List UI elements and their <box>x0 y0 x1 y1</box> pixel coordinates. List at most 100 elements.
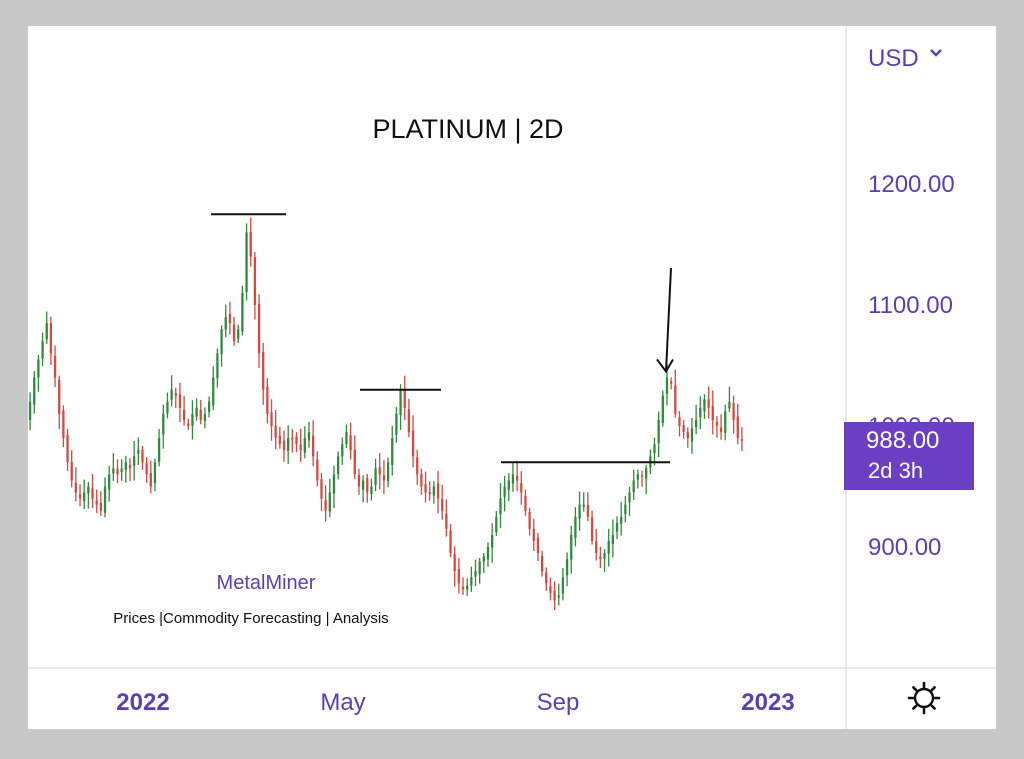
candle-body <box>478 561 481 575</box>
candle-body <box>707 399 710 408</box>
candle-body <box>166 401 169 414</box>
candle-body <box>565 559 569 576</box>
candle-body <box>682 425 685 433</box>
candle-body <box>103 486 107 513</box>
candle-body <box>486 547 490 560</box>
candle-body <box>33 377 36 405</box>
candle-body <box>282 440 286 451</box>
candle-body <box>424 484 427 493</box>
candle-body <box>553 590 556 601</box>
candle-body <box>336 456 340 474</box>
candle-body <box>124 462 127 471</box>
candle-body <box>690 428 694 442</box>
candle-body <box>382 475 386 481</box>
currency-label[interactable]: USD <box>868 45 919 72</box>
candle-body <box>715 421 719 426</box>
candle-body <box>328 492 331 512</box>
candle-body <box>128 464 132 469</box>
candle-body <box>191 413 194 426</box>
candle-body <box>491 534 494 548</box>
candle-body <box>499 498 502 515</box>
gear-icon[interactable] <box>907 681 941 715</box>
candle-body <box>320 479 323 499</box>
candle-body <box>524 496 527 511</box>
price-tick-label: 900.00 <box>868 534 941 561</box>
watermark-brand: MetalMiner <box>217 572 316 594</box>
candle-body <box>182 409 186 420</box>
candle-body <box>515 475 519 481</box>
candle-body <box>611 534 615 544</box>
chevron-down-icon[interactable] <box>930 49 942 57</box>
candle-body <box>657 419 660 444</box>
candle-body <box>724 411 727 433</box>
candle-body <box>719 427 723 433</box>
candle-body <box>432 486 436 496</box>
candle-body <box>466 585 469 590</box>
candle-body <box>49 323 53 354</box>
candle-body <box>386 462 390 482</box>
annotations-layer <box>211 213 674 464</box>
candle-body <box>528 511 531 529</box>
candle-body <box>303 438 306 453</box>
candle-body <box>349 435 352 451</box>
candle-body <box>287 438 290 451</box>
candle-body <box>540 556 544 572</box>
candle-body <box>133 456 136 466</box>
candle-body <box>595 541 598 554</box>
candle-body <box>216 353 219 379</box>
price-tick-label: 1200.00 <box>868 171 955 198</box>
candle-body <box>453 554 456 572</box>
candle-body <box>324 500 327 511</box>
candle-body <box>624 504 627 515</box>
price-tick-label: 1100.00 <box>868 292 953 319</box>
candle-body <box>274 425 277 439</box>
candle-body <box>482 556 485 562</box>
chart-title: PLATINUM | 2D <box>372 114 563 144</box>
candle-body <box>149 473 152 487</box>
arrow-shaft <box>665 267 672 372</box>
candle-body <box>170 389 173 400</box>
candle-body <box>441 498 444 511</box>
candle-body <box>137 450 140 454</box>
candle-body <box>520 483 523 493</box>
candle-body <box>87 486 90 494</box>
candle-body <box>83 492 86 502</box>
candle-body <box>257 303 261 354</box>
candle-body <box>232 324 236 342</box>
time-tick-label: 2022 <box>116 689 169 716</box>
candle-body <box>536 537 540 554</box>
candle-body <box>694 419 698 428</box>
candle-body <box>474 571 477 577</box>
last-price-value: 988.00 <box>866 427 939 454</box>
candle-body <box>428 492 431 494</box>
candle-body <box>245 232 248 293</box>
candle-body <box>266 386 269 414</box>
candle-body <box>495 516 498 533</box>
time-tick-label: Sep <box>537 689 580 716</box>
price-chart[interactable]: PLATINUM | 2D 900.001000.001100.001200.0… <box>28 26 996 729</box>
candle-body <box>570 534 573 560</box>
time-tick-label: May <box>320 689 365 716</box>
candle-body <box>95 500 98 505</box>
candle-body <box>332 474 336 494</box>
candle-body <box>116 468 119 475</box>
candle-body <box>457 568 460 584</box>
candle-body <box>70 461 73 481</box>
candle-body <box>295 436 298 445</box>
candle-body <box>374 468 377 485</box>
candle-body <box>341 444 344 457</box>
candle-body <box>615 522 619 532</box>
candle-body <box>237 329 240 339</box>
candle-body <box>378 467 381 475</box>
candle-body <box>420 473 423 487</box>
currency-selector[interactable]: USD <box>868 45 942 72</box>
candle-body <box>249 232 252 257</box>
candle-body <box>703 399 706 412</box>
candle-body <box>507 480 510 490</box>
candle-body <box>740 439 744 441</box>
candle-body <box>307 432 311 441</box>
candle-body <box>661 395 664 423</box>
candle-body <box>174 393 177 396</box>
candle-body <box>578 504 581 519</box>
